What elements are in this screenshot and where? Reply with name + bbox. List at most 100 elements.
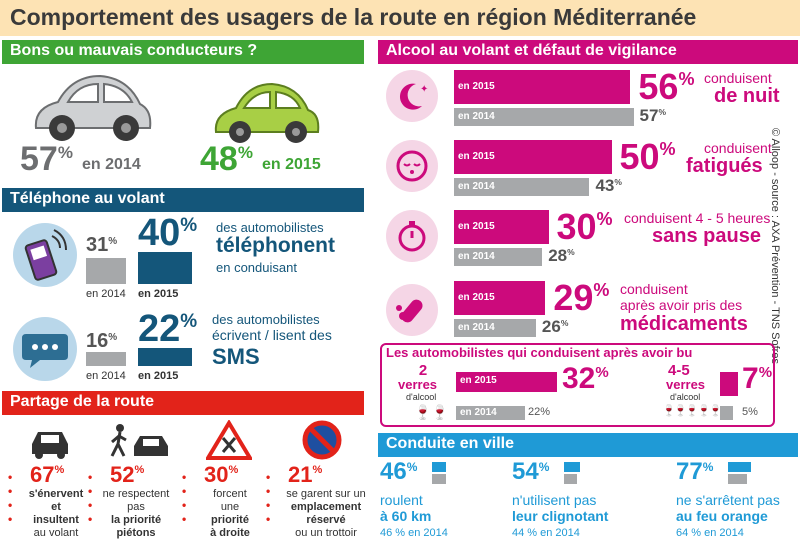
alcohol-2-2015-value: 30% <box>556 206 613 247</box>
city-2-prev: 64 % en 2014 <box>676 527 744 539</box>
phone-sms-2015-value: 22% <box>138 308 198 350</box>
city-1-line1: n'utilisent pas <box>512 492 597 508</box>
city-2-2014-bar <box>728 474 748 484</box>
share-0-line-0: s'énervent <box>28 488 84 500</box>
tired-face-icon <box>386 140 438 192</box>
drink-b-sub: d'alcool <box>670 392 701 402</box>
alcohol-1-desc1: conduisent <box>704 140 772 156</box>
city-1-line2: leur clignotant <box>512 508 609 524</box>
city-0-value: 46% <box>380 458 418 485</box>
section-header-share: Partage de la route <box>2 391 364 415</box>
share-0-line-3: au volant <box>33 527 79 539</box>
drink-box <box>380 343 775 427</box>
phone-call-text3: en conduisant <box>216 260 297 275</box>
city-0-value-number: 46 <box>380 458 407 485</box>
sms-bubble-icon <box>13 317 77 381</box>
share-3-line-2: réservé <box>306 514 346 526</box>
phone-call-2014-value: 31% <box>86 234 118 256</box>
no-parking-sign-icon <box>302 420 342 460</box>
city-2-line1: ne s'arrêtent pas <box>676 492 780 508</box>
phone-sms-2014-value: 16% <box>86 330 118 352</box>
pedestrian-crossing-icon <box>110 424 168 457</box>
share-3-bullets: • • • • <box>266 470 271 526</box>
alcohol-0-2015-bar: en 2015 <box>454 70 631 104</box>
phone-sms-2015-label: en 2015 <box>138 370 179 382</box>
alcohol-0-2014-value: 57% <box>639 106 667 125</box>
drink-a-2015-bar: en 2015 <box>456 372 557 392</box>
alcohol-1-2015-value: 50% <box>619 136 676 177</box>
section-header-phone: Téléphone au volant <box>2 188 364 212</box>
share-3-line-1: emplacement <box>290 501 362 513</box>
alcohol-3-2014-value-number: 26 <box>541 317 561 336</box>
priority-warning-sign-icon <box>206 420 252 460</box>
alcohol-0-desc2: de nuit <box>714 85 780 107</box>
drink-a-2014-bar: en 2014 <box>456 406 526 420</box>
drink-b-2014-value: 5% <box>742 406 758 418</box>
alcohol-0-2014-value-number: 57 <box>639 106 659 125</box>
drink-a-2015-value: 32% <box>562 362 609 395</box>
alcohol-0-2015-value-number: 56 <box>638 66 679 107</box>
page-title: Comportement des usagers de la route en … <box>10 4 697 30</box>
share-2-line-2: priorité <box>211 514 249 526</box>
share-2-value: 30% <box>204 462 239 487</box>
phone-call-2015-label: en 2015 <box>138 288 179 300</box>
alcohol-0-2014-bar: en 2014 <box>454 108 634 126</box>
phone-call-2015-value: 40% <box>138 212 198 254</box>
alcohol-2-2014-bar: en 2014 <box>454 248 543 266</box>
phone-sms-2014-bar <box>86 352 126 366</box>
phone-call-2014-label: en 2014 <box>86 288 126 300</box>
phone-call-text2: téléphonent <box>216 234 335 257</box>
share-1-bullets: • • • • <box>88 470 93 526</box>
green-car-icon <box>214 82 320 143</box>
moon-icon: ✦ <box>386 70 438 122</box>
alcohol-3-2015-bar: en 2015 <box>454 281 546 315</box>
share-3-value: 21% <box>288 462 323 487</box>
drivers-2014-value: 57% <box>20 140 73 178</box>
phone-call-2015-bar <box>138 252 192 284</box>
alcohol-1-2014-bar: en 2014 <box>454 178 590 196</box>
drink-b-2014-bar <box>720 406 733 420</box>
share-3-value-number: 21 <box>288 462 313 487</box>
grey-car-icon <box>34 74 152 141</box>
source-credit: © Alloop - source : AXA Prévention - TNS… <box>769 128 781 364</box>
alcohol-3-2015-value-number: 29 <box>553 277 594 318</box>
alcohol-3-desc1: conduisent <box>620 281 688 297</box>
alcohol-0-desc1: conduisent <box>704 70 772 86</box>
share-1-line-1: pas <box>127 501 145 513</box>
mobile-phone-icon <box>13 223 77 287</box>
city-2-value-number: 77 <box>676 458 703 485</box>
alcohol-3-2014-value: 26% <box>541 317 569 336</box>
city-1-value: 54% <box>512 458 550 485</box>
alcohol-3-desc2: après avoir pris des <box>620 297 743 313</box>
city-1-prev: 44 % en 2014 <box>512 527 580 539</box>
share-0-line-1: et <box>51 501 61 513</box>
alcohol-3-desc3: médicaments <box>620 313 748 335</box>
title-bar: Comportement des usagers de la route en … <box>0 0 800 36</box>
phone-sms-text3: SMS <box>212 344 260 369</box>
share-2-line-0: forcent <box>213 488 247 500</box>
share-2-bullets: • • • • <box>182 470 187 526</box>
city-0-2015-bar <box>432 462 446 472</box>
phone-sms-text2: écrivent / lisent des <box>212 327 332 343</box>
city-1-value-number: 54 <box>512 458 539 485</box>
city-1-2015-bar <box>564 462 581 472</box>
section-header-city: Conduite en ville <box>378 433 798 457</box>
phone-sms-2014-label: en 2014 <box>86 370 126 382</box>
share-3-line-3: ou un trottoir <box>295 527 357 539</box>
alcohol-2-2014-value-number: 28 <box>548 246 568 265</box>
alcohol-2-2015-bar: en 2015 <box>454 210 549 244</box>
drink-a-unit: verres <box>398 377 438 392</box>
share-0-line-2: insultent <box>33 514 79 526</box>
alcohol-1-2015-value-number: 50 <box>619 136 660 177</box>
share-2-line-3: à droite <box>210 527 250 539</box>
city-2-2015-bar <box>728 462 752 472</box>
section-header-drivers: Bons ou mauvais conducteurs ? <box>2 40 364 64</box>
drink-b-2015-value: 7% <box>742 362 773 395</box>
city-0-line2: à 60 km <box>380 508 432 524</box>
stopwatch-icon <box>386 210 438 262</box>
city-1-2014-bar <box>564 474 578 484</box>
alcohol-1-desc2: fatigués <box>686 155 763 177</box>
phone-call-2014-bar <box>86 258 126 284</box>
drink-b-unit: verres <box>666 377 706 392</box>
angry-driver-car-icon <box>32 432 68 459</box>
